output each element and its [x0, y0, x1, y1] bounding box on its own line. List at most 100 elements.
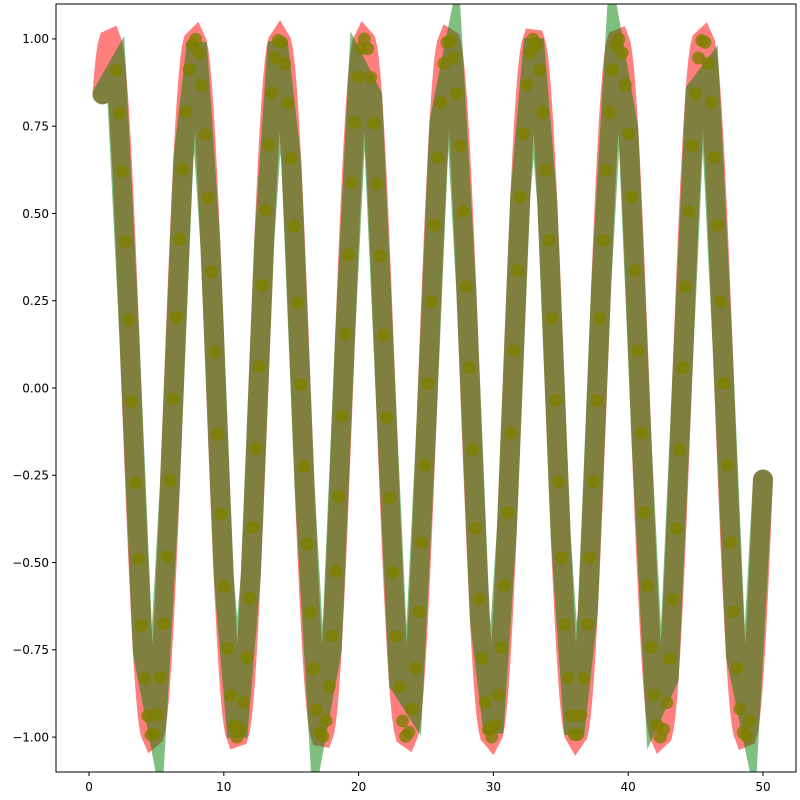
data-point: [564, 708, 578, 722]
data-point: [259, 203, 273, 217]
y-tick-label: 0.50: [22, 207, 49, 221]
data-point: [520, 78, 534, 92]
data-point: [491, 688, 505, 702]
data-point: [150, 708, 164, 722]
data-point: [634, 426, 648, 440]
data-point: [122, 313, 136, 327]
data-point: [644, 640, 658, 654]
data-point: [389, 630, 403, 644]
data-point: [704, 95, 718, 109]
data-point: [692, 51, 706, 65]
data-point: [545, 311, 559, 325]
x-tick-label: 50: [755, 780, 770, 794]
data-point: [631, 344, 645, 358]
data-point: [714, 295, 728, 309]
data-point: [284, 151, 298, 165]
data-point: [402, 725, 416, 739]
series-markers-2: [109, 32, 756, 744]
x-tick-label: 30: [486, 780, 501, 794]
data-point: [300, 537, 314, 551]
data-point: [306, 662, 320, 676]
x-tick-label: 0: [85, 780, 93, 794]
data-point: [294, 378, 308, 392]
data-point: [612, 32, 626, 46]
data-point: [743, 714, 756, 728]
data-point: [287, 219, 301, 233]
data-point: [622, 127, 636, 141]
data-point: [268, 51, 282, 65]
y-tick-label: −0.25: [12, 469, 49, 483]
data-point: [615, 46, 629, 60]
data-point: [134, 618, 148, 632]
data-point: [676, 361, 690, 375]
y-tick-label: 0.00: [22, 381, 49, 395]
data-point: [469, 521, 483, 535]
data-point: [494, 640, 508, 654]
data-point: [701, 56, 715, 70]
data-point: [446, 51, 460, 65]
data-point: [332, 490, 346, 504]
data-point: [431, 150, 445, 164]
data-point: [364, 70, 378, 84]
data-point: [459, 280, 473, 294]
data-point: [275, 36, 289, 50]
data-point: [685, 139, 699, 153]
data-point: [529, 38, 543, 52]
data-point: [345, 176, 359, 190]
data-point: [418, 458, 432, 472]
data-point: [504, 426, 518, 440]
data-point: [596, 233, 610, 247]
data-point: [587, 475, 601, 489]
data-point: [421, 376, 435, 390]
data-point: [109, 64, 123, 78]
data-point: [561, 671, 575, 685]
data-point: [376, 328, 390, 342]
data-point: [450, 87, 464, 101]
data-point: [411, 605, 425, 619]
data-point: [115, 164, 129, 178]
data-point: [341, 248, 355, 262]
data-point: [580, 618, 594, 631]
data-point: [316, 729, 330, 743]
data-point: [220, 641, 234, 655]
data-point: [297, 459, 311, 473]
data-point: [698, 35, 712, 49]
data-point: [641, 579, 655, 593]
data-point: [453, 139, 467, 153]
data-point: [138, 672, 152, 686]
data-point: [415, 536, 429, 550]
data-point: [488, 718, 502, 732]
data-point: [373, 249, 387, 263]
data-point: [179, 105, 193, 119]
data-point: [408, 661, 422, 675]
data-point: [583, 551, 597, 565]
y-tick-label: −1.00: [12, 730, 49, 744]
data-point: [224, 689, 238, 703]
y-tick-label: 0.25: [22, 294, 49, 308]
data-point: [147, 728, 161, 742]
data-point: [195, 79, 209, 93]
data-point: [319, 714, 333, 728]
data-point: [360, 42, 374, 56]
y-axis: −1.00 −0.75 −0.50 −0.25 0.00 0.25 0.50 0.75 1.00: [12, 32, 56, 744]
data-point: [590, 393, 604, 407]
y-tick-label: 1.00: [22, 32, 49, 46]
data-point: [335, 409, 349, 423]
data-point: [682, 204, 696, 218]
data-point: [542, 233, 556, 247]
y-tick-label: −0.75: [12, 643, 49, 657]
data-point: [112, 106, 126, 120]
y-tick-label: −0.50: [12, 556, 49, 570]
data-point: [125, 395, 139, 409]
data-point: [405, 702, 419, 716]
data-point: [310, 703, 324, 717]
y-tick-label: 0.75: [22, 119, 49, 133]
data-point: [290, 296, 304, 310]
data-point: [278, 57, 292, 71]
data-point: [513, 190, 527, 204]
data-point: [380, 410, 394, 424]
data-point: [204, 265, 218, 279]
data-point: [599, 163, 613, 177]
data-point: [348, 116, 362, 130]
